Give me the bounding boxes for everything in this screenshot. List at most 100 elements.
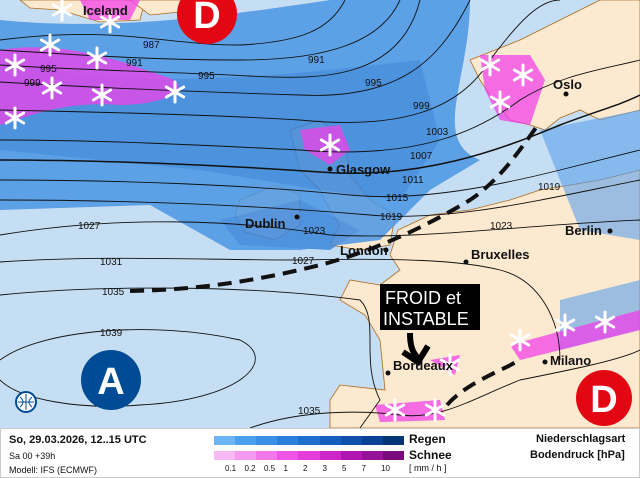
snow-color-scale: [214, 451, 404, 460]
city-oslo: Oslo: [553, 77, 582, 92]
svg-text:1027: 1027: [78, 221, 101, 232]
continent-land: [329, 169, 640, 428]
precipitation-snow: [0, 0, 640, 422]
snowflake-icon: [39, 33, 61, 57]
snowflake-icon: [4, 106, 26, 130]
unit-label: [ mm / h ]: [409, 463, 447, 473]
svg-text:1019: 1019: [538, 182, 561, 193]
scale-swatch: [235, 451, 257, 460]
svg-text:1035: 1035: [298, 406, 321, 417]
isobars: [0, 0, 640, 428]
svg-text:999: 999: [24, 78, 41, 89]
legend-pressure: Bodendruck [hPa]: [530, 449, 625, 461]
scale-tick: 1: [283, 464, 288, 473]
scale-swatch: [214, 436, 236, 445]
svg-text:995: 995: [40, 64, 57, 75]
snowflake-icon: [91, 83, 113, 107]
scale-tick: 2: [303, 464, 308, 473]
scale-swatch: [214, 451, 236, 460]
model-name: Modell: IFS (ECMWF): [9, 465, 98, 475]
snowflake-icon: [99, 10, 121, 34]
snowflake-icon: [554, 313, 576, 337]
city-iceland: Iceland: [83, 3, 128, 18]
svg-text:INSTABLE: INSTABLE: [383, 309, 469, 329]
weather-map: 987 991 991 995 995 995 999 999 1003 100…: [0, 0, 640, 428]
isobar-labels: 987 991 991 995 995 995 999 999 1003 100…: [24, 40, 561, 417]
snowflake-icon: [479, 53, 501, 77]
snowflake-icon: [319, 133, 341, 157]
scale-swatch: [319, 436, 341, 445]
snowflake-icon: [164, 80, 186, 104]
svg-text:1039: 1039: [100, 328, 123, 339]
svg-text:1023: 1023: [303, 226, 326, 237]
svg-text:995: 995: [365, 78, 382, 89]
svg-text:D: D: [590, 379, 617, 421]
scale-tick: 7: [361, 464, 366, 473]
city-dot: [607, 228, 613, 234]
city-dot: [563, 91, 569, 97]
svg-text:1035: 1035: [102, 287, 125, 298]
scale-swatch: [298, 436, 320, 445]
svg-text:1007: 1007: [410, 151, 433, 162]
svg-text:1003: 1003: [426, 127, 449, 138]
snowflake-icon: [424, 398, 446, 422]
scale-tick: 0.1: [225, 464, 237, 473]
snowflake-icon: [509, 328, 531, 352]
svg-text:995: 995: [198, 71, 215, 82]
low-pressure-north: D: [177, 0, 237, 44]
city-dot: [463, 259, 469, 265]
svg-text:D: D: [193, 0, 220, 37]
cities: Iceland Oslo Glasgow Dublin London Bruxe…: [83, 3, 613, 376]
snowflake-icon: [594, 310, 616, 334]
scale-swatch: [382, 451, 404, 460]
forecast-datetime: So, 29.03.2026, 12..15 UTC: [9, 434, 147, 446]
scale-tick: 0.5: [264, 464, 276, 473]
city-dot: [383, 247, 389, 253]
city-dublin: Dublin: [245, 216, 285, 231]
city-bruxelles: Bruxelles: [471, 247, 530, 262]
svg-text:991: 991: [308, 55, 325, 66]
snowflake-icon: [512, 63, 534, 87]
city-milano: Milano: [550, 353, 591, 368]
arrow-icon: [407, 332, 421, 361]
city-berlin: Berlin: [565, 223, 602, 238]
model-run: Sa 00 +39h: [9, 451, 56, 461]
svg-text:1019: 1019: [380, 212, 403, 223]
scale-tick: 5: [342, 464, 347, 473]
snowflake-icon: [489, 90, 511, 114]
scale-swatch: [340, 436, 362, 445]
globe-icon[interactable]: [15, 391, 37, 413]
svg-text:1027: 1027: [292, 256, 315, 267]
scale-swatch: [277, 451, 299, 460]
snowflake-icon: [384, 398, 406, 422]
scale-swatch: [298, 451, 320, 460]
scale-swatch: [256, 436, 278, 445]
scale-swatch: [340, 451, 362, 460]
scale-swatch: [361, 436, 383, 445]
svg-text:A: A: [97, 361, 124, 403]
city-dot: [385, 370, 391, 376]
snowflakes: [4, 0, 616, 422]
high-pressure-west: A: [81, 350, 141, 410]
scale-tick: 0.2: [244, 464, 256, 473]
scale-swatch: [277, 436, 299, 445]
scale-tick: 3: [322, 464, 327, 473]
low-pressure-south: D: [576, 370, 632, 426]
svg-text:1031: 1031: [100, 257, 123, 268]
snowflake-icon: [4, 53, 26, 77]
snowflake-icon: [41, 76, 63, 100]
legend-footer: So, 29.03.2026, 12..15 UTC Sa 00 +39h Mo…: [0, 428, 640, 478]
snow-label: Schnee: [409, 448, 452, 462]
city-dot: [542, 359, 548, 365]
city-dot: [294, 214, 300, 220]
city-dot: [327, 166, 333, 172]
rain-label: Regen: [409, 432, 446, 446]
scale-swatch: [382, 436, 404, 445]
svg-text:1023: 1023: [490, 221, 513, 232]
rain-color-scale: [214, 436, 404, 445]
svg-text:987: 987: [143, 40, 160, 51]
cold-front-dashed: [129, 120, 542, 293]
snowflake-icon: [86, 46, 108, 70]
svg-text:999: 999: [413, 101, 430, 112]
city-bordeaux: Bordeaux: [393, 358, 454, 373]
